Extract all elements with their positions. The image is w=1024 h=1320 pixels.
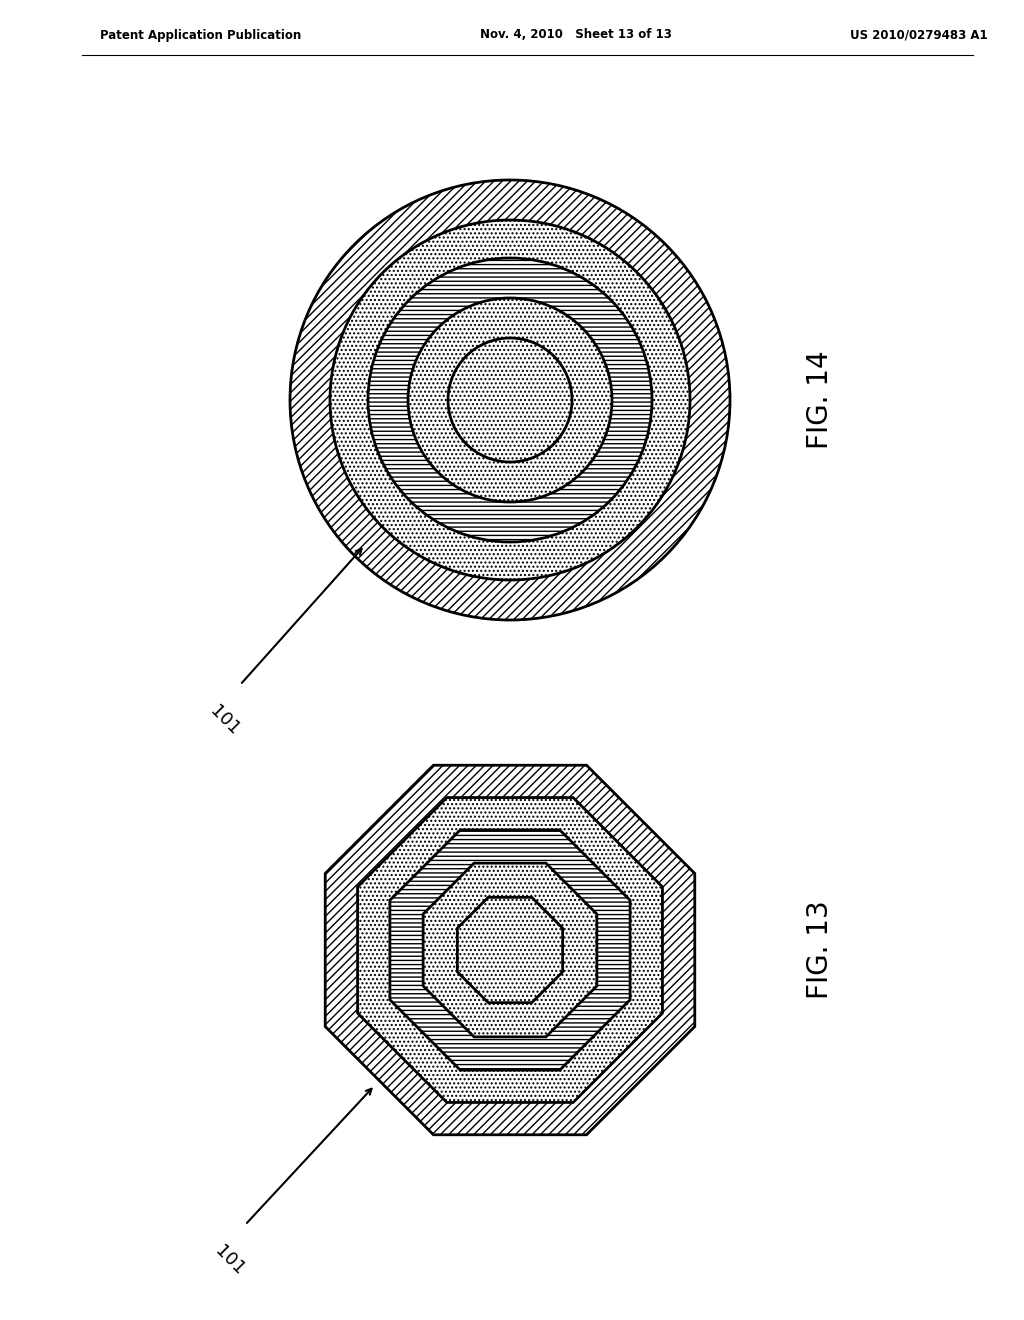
- Circle shape: [330, 220, 690, 579]
- Circle shape: [408, 298, 612, 502]
- Circle shape: [447, 338, 572, 462]
- Text: Nov. 4, 2010   Sheet 13 of 13: Nov. 4, 2010 Sheet 13 of 13: [480, 29, 672, 41]
- Text: Patent Application Publication: Patent Application Publication: [100, 29, 301, 41]
- Polygon shape: [326, 766, 694, 1135]
- Polygon shape: [458, 898, 562, 1003]
- Polygon shape: [390, 830, 630, 1071]
- Circle shape: [290, 180, 730, 620]
- Polygon shape: [423, 863, 597, 1036]
- Text: FIG. 13: FIG. 13: [806, 900, 834, 999]
- Text: FIG. 14: FIG. 14: [806, 351, 834, 449]
- Polygon shape: [357, 797, 663, 1102]
- Circle shape: [368, 257, 652, 543]
- Text: 101: 101: [212, 1242, 249, 1278]
- Text: 101: 101: [207, 702, 244, 738]
- Text: US 2010/0279483 A1: US 2010/0279483 A1: [850, 29, 987, 41]
